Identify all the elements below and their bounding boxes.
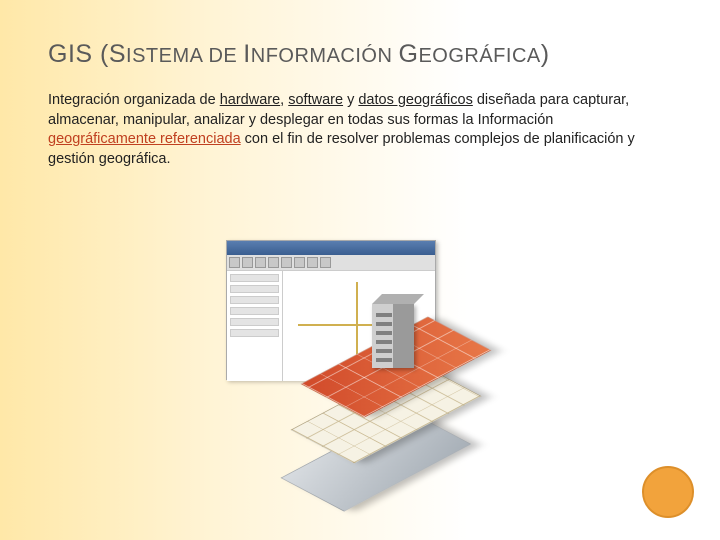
accent-circle-icon xyxy=(642,466,694,518)
title-suffix: ) xyxy=(541,40,550,68)
title-sep1: DE xyxy=(202,45,243,67)
body-paragraph: Integración organizada de hardware, soft… xyxy=(48,91,658,169)
title-w1-rest: ISTEMA xyxy=(126,45,202,67)
title-w3-rest: EOGRÁFICA xyxy=(418,45,540,67)
window-side-panel-icon xyxy=(227,271,283,381)
window-titlebar-icon xyxy=(227,241,435,255)
title-w2-cap: I xyxy=(243,40,250,68)
p-frag-2: y xyxy=(343,92,358,108)
gis-layers-illustration xyxy=(220,240,520,500)
title-w3-cap: G xyxy=(398,40,418,68)
link-hardware: hardware xyxy=(220,92,280,108)
title-w2-rest: NFORMACIÓN xyxy=(251,45,393,67)
slide-container: GIS (SISTEMA DE INFORMACIÓN GEOGRÁFICA) … xyxy=(0,0,720,189)
p-frag-0: Integración organizada de xyxy=(48,92,220,108)
link-datos-geograficos: datos geográficos xyxy=(358,92,472,108)
building-icon xyxy=(372,304,414,368)
slide-title: GIS (SISTEMA DE INFORMACIÓN GEOGRÁFICA) xyxy=(48,40,672,69)
link-geo-referenciada: geográficamente referenciada xyxy=(48,131,241,147)
title-w1-cap: S xyxy=(109,40,126,68)
title-prefix: GIS ( xyxy=(48,40,109,68)
link-software: software xyxy=(288,92,343,108)
window-toolbar-icon xyxy=(227,255,435,271)
